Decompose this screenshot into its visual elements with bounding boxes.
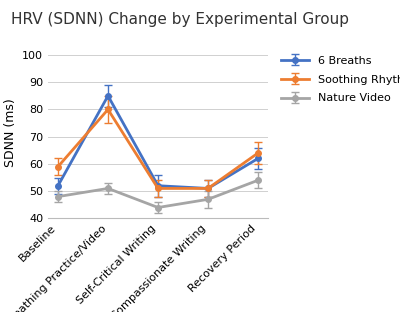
Legend: 6 Breaths, Soothing Rhythm, Nature Video: 6 Breaths, Soothing Rhythm, Nature Video bbox=[278, 52, 400, 107]
Y-axis label: SDNN (ms): SDNN (ms) bbox=[4, 98, 16, 167]
Text: HRV (SDNN) Change by Experimental Group: HRV (SDNN) Change by Experimental Group bbox=[11, 12, 349, 27]
